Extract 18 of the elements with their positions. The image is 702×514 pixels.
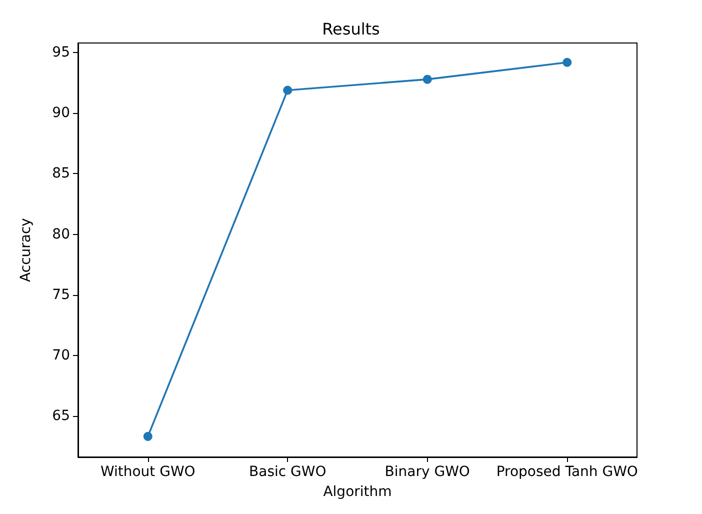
y-tick-label: 75	[52, 286, 70, 303]
y-tick-label: 65	[52, 408, 70, 424]
point	[143, 432, 152, 441]
point	[283, 86, 292, 95]
x-tick-label: Binary GWO	[384, 464, 470, 480]
x-axis-title: Algorithm	[323, 484, 392, 500]
y-tick-label: 95	[52, 44, 70, 61]
y-tick-label: 80	[52, 226, 70, 242]
y-tick-label: 90	[52, 105, 70, 122]
chart-title: Results	[322, 20, 380, 38]
x-tick-label: Proposed Tanh GWO	[496, 464, 638, 480]
y-axis-title: Accuracy	[18, 218, 34, 282]
point	[562, 58, 572, 67]
y-tick-label: 70	[52, 347, 70, 364]
x-tick-label: Without GWO	[100, 464, 196, 480]
x-tick-label: Basic GWO	[249, 464, 326, 480]
point	[422, 74, 432, 84]
y-tick-label: 85	[52, 166, 70, 182]
